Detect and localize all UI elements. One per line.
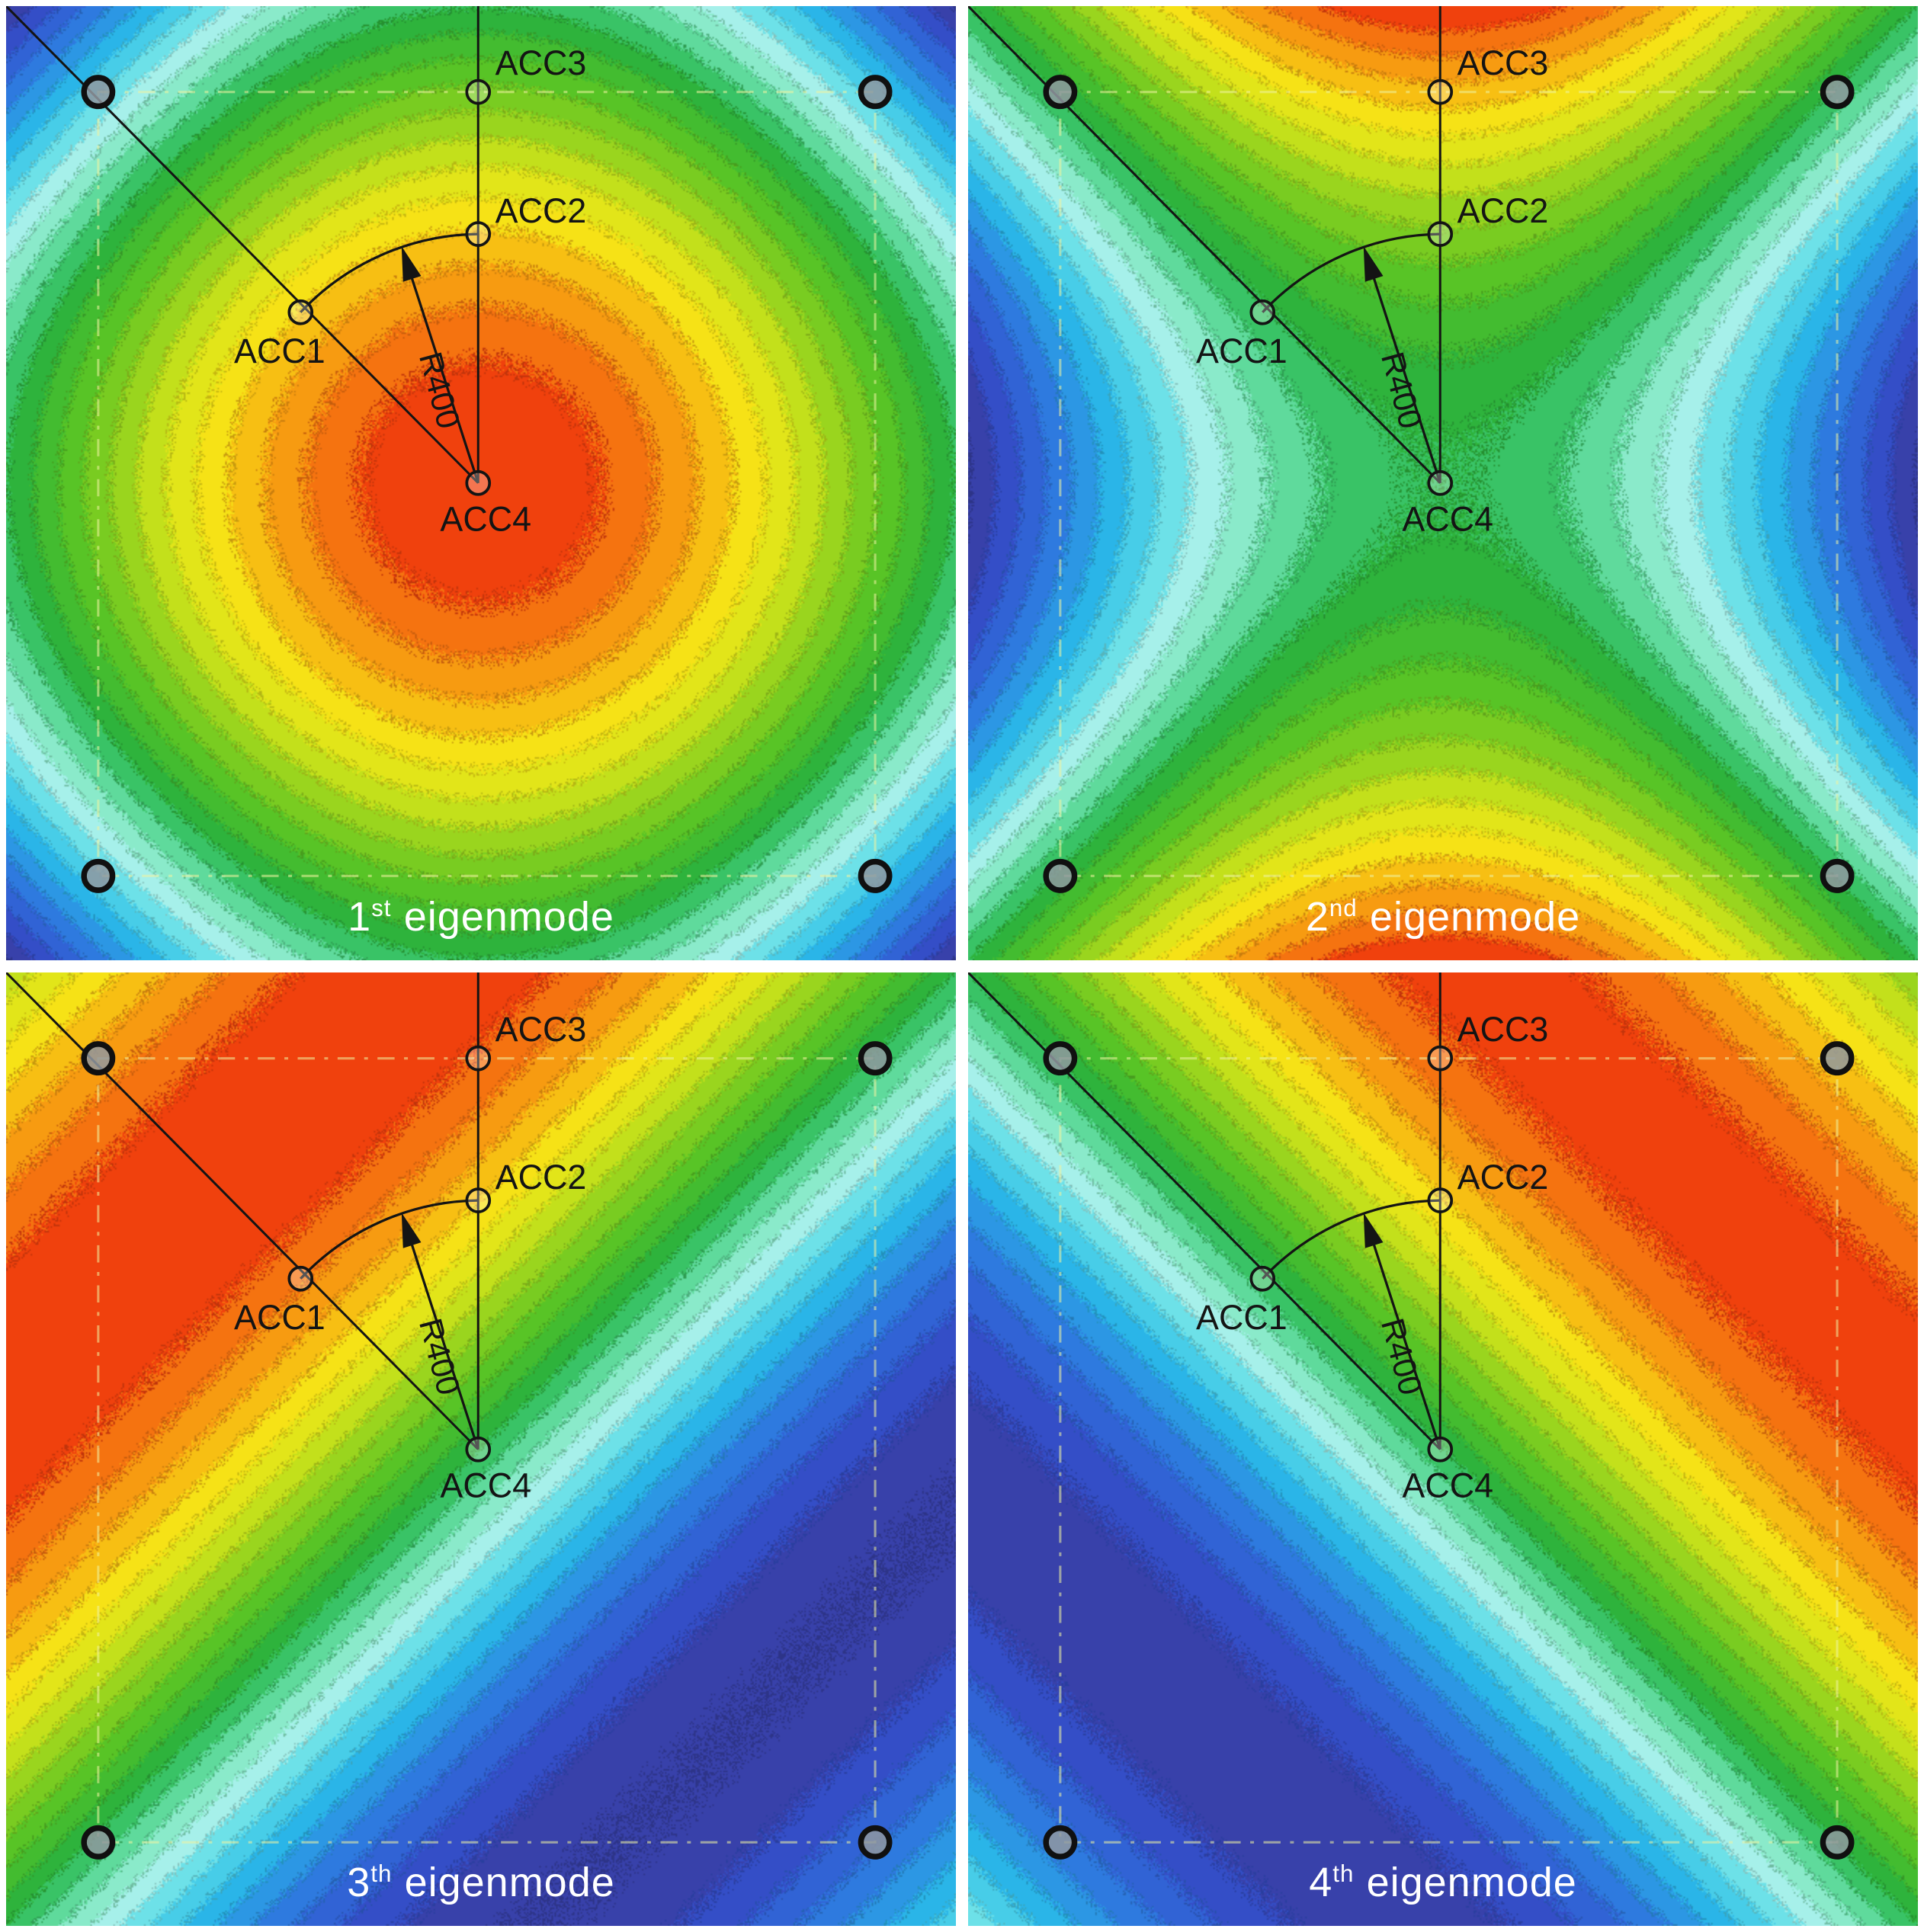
acc-label-acc2: ACC2 [495,191,587,230]
acc-marker-acc1 [287,1265,314,1292]
acc-label-acc4: ACC4 [440,499,531,538]
bolt-marker-2 [858,1040,893,1075]
annotation-overlay-3: R400 ACC1 ACC2 ACC3 ACC4 [6,972,893,1860]
panel-caption-2: 2nd eigenmode [968,893,1918,940]
acc-marker-acc4 [465,1436,492,1463]
acc-marker-acc2 [465,221,492,248]
bolt-marker-1 [1043,75,1078,110]
acc-label-acc2: ACC2 [1457,1158,1549,1197]
panel-eigenmode-3: R400 ACC1 ACC2 ACC3 ACC4 3th eigenmode [6,972,956,1926]
caption-ordinal: nd [1329,894,1358,921]
caption-number: 2 [1305,893,1329,940]
acc-label-acc3: ACC3 [1457,1010,1549,1049]
radius-dimension-label: R400 [1374,1314,1429,1398]
panel-eigenmode-4: R400 ACC1 ACC2 ACC3 ACC4 4th eigenmode [968,972,1918,1926]
panel-eigenmode-2: R400 ACC1 ACC2 ACC3 ACC4 2nd eigenmode [968,6,1918,960]
annotation-overlay-2: R400 ACC1 ACC2 ACC3 ACC4 [968,6,1855,893]
acc-marker-acc1 [287,299,314,325]
radius-dimension-label: R400 [412,348,467,432]
acc-marker-acc1 [1249,1265,1276,1292]
radius-dimension-label: R400 [412,1314,467,1398]
bolt-marker-2 [1820,75,1855,110]
radius-dimension-label: R400 [1374,348,1429,432]
bolt-marker-1 [81,1040,116,1075]
bolt-marker-4 [858,1825,893,1860]
acc-marker-acc1 [1249,299,1276,325]
acc-marker-acc2 [465,1187,492,1213]
acc-label-acc1: ACC1 [1196,332,1287,370]
annotation-overlay-4: R400 ACC1 ACC2 ACC3 ACC4 [968,972,1855,1860]
bolt-marker-2 [858,75,893,110]
caption-word: eigenmode [1366,1860,1577,1905]
caption-number: 1 [348,893,372,940]
panel-caption-4: 4th eigenmode [968,1859,1918,1906]
bolt-marker-1 [1043,1040,1078,1075]
radius-arrow-line [1368,265,1441,484]
caption-ordinal: th [370,1860,393,1887]
bolt-guide-lines [97,1056,877,1844]
caption-word: eigenmode [403,893,614,940]
acc-marker-acc3 [465,1045,492,1072]
acc-marker-acc3 [1427,1045,1454,1072]
radius-arrowhead [401,246,422,282]
bolt-marker-3 [1043,1825,1078,1860]
caption-word: eigenmode [1369,893,1581,940]
acc-label-acc1: ACC1 [234,1297,325,1336]
caption-ordinal: st [371,894,392,921]
caption-word: eigenmode [404,1860,615,1905]
radius-arc [300,232,479,313]
bolt-marker-4 [1820,1825,1855,1860]
bolt-marker-2 [1820,1040,1855,1075]
bolt-guide-lines [1059,1056,1839,1844]
caption-ordinal: th [1332,1860,1355,1887]
panel-caption-3: 3th eigenmode [6,1859,956,1906]
acc-marker-acc3 [465,78,492,105]
acc-label-acc1: ACC1 [1196,1297,1287,1336]
acc-marker-acc2 [1427,1187,1454,1213]
annotation-overlay-1: R400 ACC1 ACC2 ACC3 ACC4 [6,6,893,893]
acc-marker-acc3 [1427,78,1454,105]
radius-arrow-line [406,1232,479,1450]
radius-arrow-line [1368,1232,1441,1450]
panel-caption-1: 1st eigenmode [6,893,956,940]
bolt-marker-4 [1820,858,1855,893]
radius-arrowhead [1363,1212,1384,1248]
radius-arrowhead [1363,246,1384,282]
acc-label-acc3: ACC3 [495,43,587,82]
acc-label-acc4: ACC4 [1402,499,1493,538]
bolt-guide-lines [1059,91,1839,877]
acc-label-acc4: ACC4 [1402,1466,1493,1504]
radius-arc [1262,232,1441,313]
acc-label-acc3: ACC3 [495,1010,587,1049]
bolt-marker-3 [81,858,116,893]
caption-number: 4 [1309,1860,1333,1905]
acc-marker-acc2 [1427,221,1454,248]
acc-marker-acc4 [1427,1436,1454,1463]
acc-label-acc3: ACC3 [1457,43,1549,82]
radius-arc [300,1198,479,1280]
bolt-marker-1 [81,75,116,110]
acc-label-acc2: ACC2 [495,1158,587,1197]
bolt-marker-3 [1043,858,1078,893]
acc-label-acc2: ACC2 [1457,191,1549,230]
bolt-marker-3 [81,1825,116,1860]
acc-marker-acc4 [1427,469,1454,496]
radius-arrowhead [401,1212,422,1248]
bolt-guide-lines [97,91,877,877]
acc-marker-acc4 [465,469,492,496]
acc-label-acc1: ACC1 [234,332,325,370]
panel-eigenmode-1: R400 ACC1 ACC2 ACC3 ACC4 1st eigenmode [6,6,956,960]
radius-arrow-line [406,265,479,484]
bolt-marker-4 [858,858,893,893]
acc-label-acc4: ACC4 [440,1466,531,1504]
radius-arc [1262,1198,1441,1280]
caption-number: 3 [347,1860,371,1905]
